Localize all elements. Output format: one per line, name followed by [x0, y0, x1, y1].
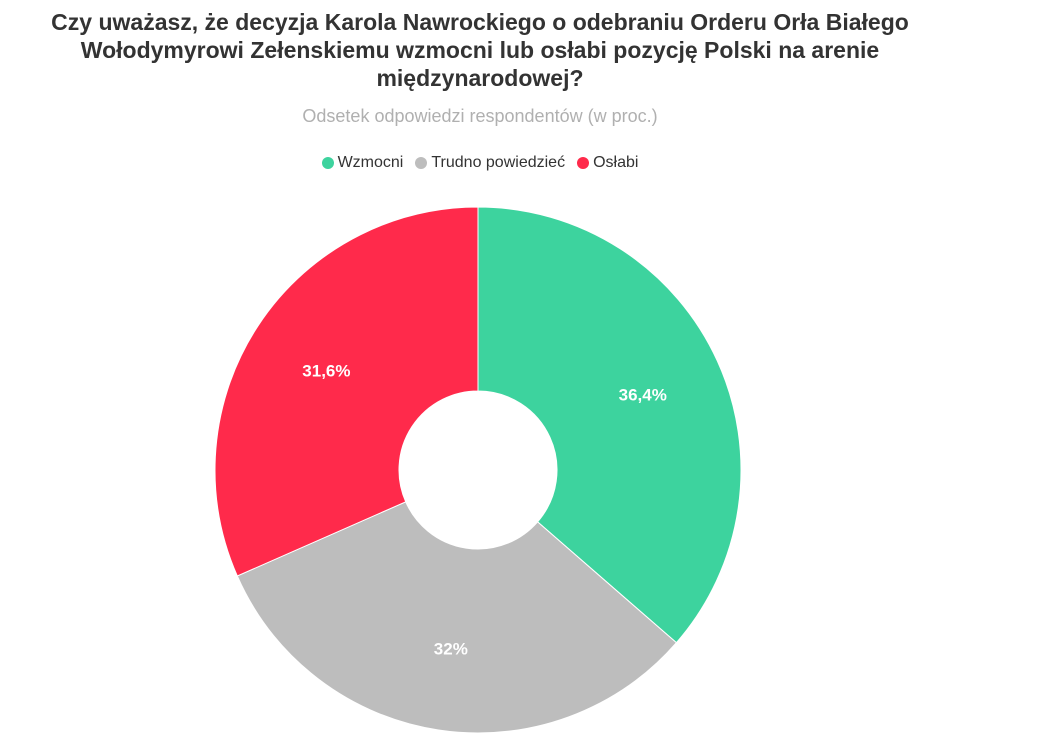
slice-wzmocni[interactable]	[477, 206, 742, 644]
legend-marker-wzmocni	[321, 157, 334, 169]
chart-subtitle: Odsetek odpowiedzi respondentów (w proc.…	[302, 106, 658, 126]
legend-label-wzmocni: Wzmocni	[337, 154, 404, 171]
legend-label-oslabi: Osłabi	[593, 154, 639, 171]
slice-label-oslabi: 31,6%	[302, 362, 350, 381]
slice-oslabi[interactable]	[214, 206, 479, 577]
legend-marker-trudno-powiedziec	[415, 157, 428, 169]
legend-item-oslabi[interactable]: Osłabi	[577, 154, 638, 172]
slice-trudno-powiedziec[interactable]	[236, 501, 678, 734]
chart-legend: Wzmocni Trudno powiedzieć Osłabi	[0, 154, 960, 172]
chart-title: Czy uważasz, że decyzja Karola Nawrockie…	[51, 9, 909, 91]
slice-label-trudno-powiedziec: 32%	[434, 639, 468, 658]
legend-label-trudno-powiedziec: Trudno powiedzieć	[431, 154, 566, 171]
legend-marker-oslabi	[577, 157, 590, 169]
legend-item-trudno-powiedziec[interactable]: Trudno powiedzieć	[415, 154, 565, 172]
slice-label-wzmocni: 36,4%	[619, 385, 667, 404]
legend-item-wzmocni[interactable]: Wzmocni	[321, 154, 404, 172]
